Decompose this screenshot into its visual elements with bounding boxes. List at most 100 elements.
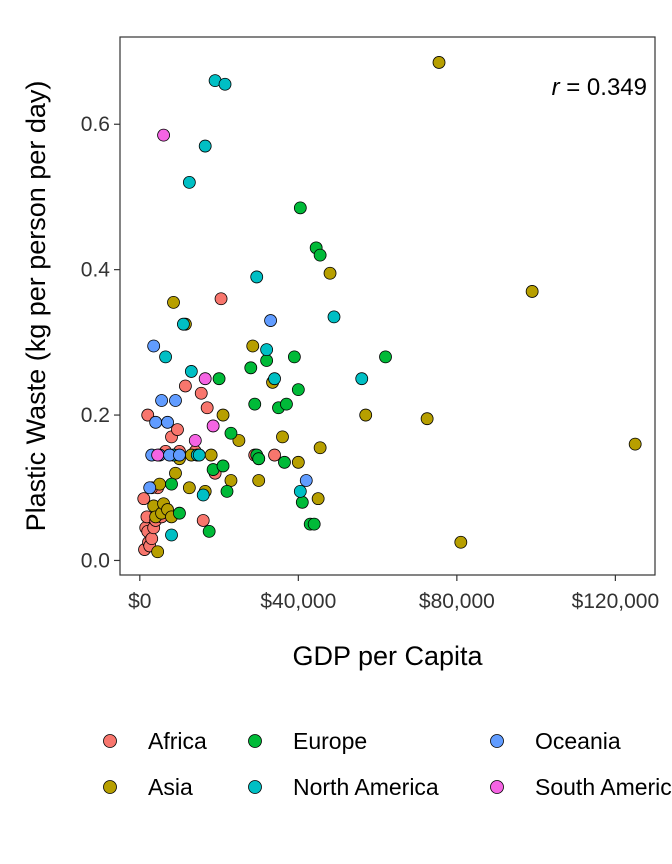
data-point-europe [260,354,274,367]
points-layer [137,56,642,559]
legend-key-europe [248,734,262,748]
legend-key-africa [103,734,117,748]
data-point-africa [171,423,184,436]
data-point-north-america [198,139,212,153]
data-point-asia [169,466,182,480]
data-point-europe [291,383,305,397]
data-point-africa [141,408,155,422]
data-point-asia [224,474,238,487]
data-point-africa [137,492,151,506]
x-tick-label: $40,000 [260,590,336,613]
x-tick-label: $120,000 [572,590,660,613]
data-point-oceania [147,339,161,353]
data-point-asia [525,285,539,298]
data-point-north-america [159,350,172,364]
data-point-north-america [250,270,264,284]
data-point-asia [216,408,230,422]
data-point-europe [244,361,258,375]
y-tick-label: 0.2 [81,404,110,427]
data-point-asia [291,455,305,469]
legend-key-asia [103,780,117,794]
data-point-asia [276,430,289,444]
data-point-asia [182,481,196,495]
data-point-asia [454,535,468,549]
data-point-europe [295,495,309,509]
data-point-oceania [299,474,313,487]
data-point-oceania [161,415,174,429]
data-point-oceania [264,314,277,327]
data-point-europe [307,517,321,531]
axes-layer: $0 $40,000 $80,000 $120,000 0.0 0.2 0.4 0.6 [81,113,659,613]
data-point-africa [178,379,192,393]
legend-label-africa: Africa [148,728,207,754]
legend-key-north-america [248,780,262,794]
x-tick-label: $0 [128,590,151,613]
data-point-north-america [260,343,274,357]
r-value: = 0.349 [560,74,647,101]
legend-label-asia: Asia [148,774,193,800]
legend: Africa Asia Europe North America Oceania Sout… [103,728,672,800]
data-point-asia [323,266,337,280]
data-point-north-america [293,484,307,498]
data-point-africa [200,401,214,415]
data-point-europe [293,201,307,215]
data-point-north-america [184,365,198,378]
legend-label-europe: Europe [293,728,367,754]
data-point-europe [202,524,216,538]
data-point-africa [145,532,159,546]
data-point-africa [196,514,210,527]
data-point-asia [204,448,218,462]
data-point-north-america [182,176,196,189]
legend-label-oceania: Oceania [535,728,621,754]
data-point-europe [287,350,301,364]
data-point-europe [212,372,226,386]
data-point-oceania [149,415,163,429]
data-point-europe [248,397,262,411]
data-point-south-america [151,448,165,462]
legend-label-south-america: South America [535,774,672,800]
data-point-south-america [188,434,202,447]
data-point-north-america [268,372,281,386]
x-axis-title: GDP per Capita [292,641,483,671]
data-point-europe [278,455,291,469]
data-point-asia [313,441,327,455]
y-tick-label: 0.4 [81,259,111,282]
data-point-europe [379,350,392,364]
data-point-asia [232,434,246,447]
data-point-north-america [327,310,341,324]
y-tick-label: 0.6 [81,113,110,136]
data-point-oceania [155,394,169,407]
legend-key-south-america [490,780,504,794]
data-point-europe [165,477,178,491]
data-point-asia [432,56,446,69]
data-point-europe [224,426,238,440]
data-point-asia [311,492,325,506]
data-point-oceania [143,481,157,495]
data-point-north-america [218,77,232,91]
data-point-asia [246,339,260,353]
r-symbol: r [552,74,561,101]
data-point-europe [280,397,293,411]
x-tick-label: $80,000 [419,590,495,613]
data-point-south-america [206,419,220,433]
data-point-europe [216,459,230,473]
data-point-africa [194,386,208,400]
data-point-north-america [165,528,178,542]
data-point-north-america [355,372,369,386]
data-point-oceania [173,448,186,462]
data-point-europe [252,452,266,466]
data-point-asia [252,474,266,487]
data-point-asia [628,437,642,451]
data-point-asia [359,408,373,422]
data-point-asia [420,412,434,426]
data-point-north-america [196,488,210,502]
data-point-asia [167,295,180,309]
data-point-south-america [157,128,170,142]
legend-label-north-america: North America [293,774,439,800]
data-point-north-america [192,448,206,462]
data-point-oceania [169,394,182,407]
data-point-europe [220,484,234,498]
data-point-africa [268,448,281,462]
data-point-asia [151,545,165,559]
